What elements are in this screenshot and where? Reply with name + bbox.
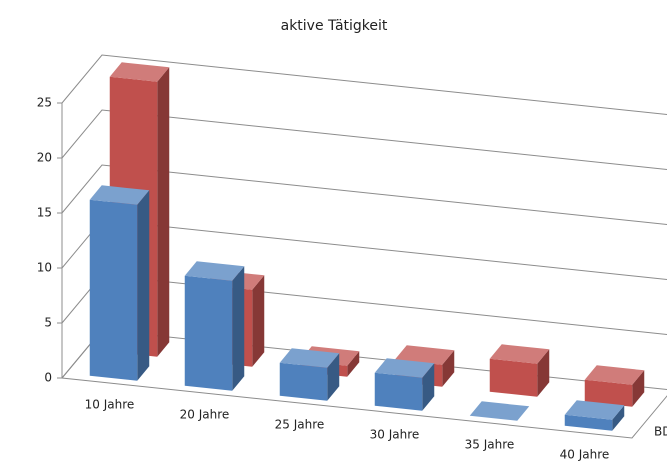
bar-side [137,190,150,381]
bar-front [89,199,138,381]
bar-side [347,351,360,377]
bar-side [442,350,455,387]
grid-line [61,164,667,225]
x-tick-label: 25 Jahre [275,418,325,432]
y-tick-label: 20 [37,151,52,165]
bar-side [422,363,435,411]
series-label: BDMV [654,425,667,439]
bar-side [632,370,645,407]
bar-top [89,185,150,205]
bar-top [489,344,550,364]
bar-top [564,400,625,420]
x-tick-label: 10 Jahre [85,398,135,412]
bar-top [109,62,170,82]
bar-side [327,353,340,401]
bar [89,185,150,381]
x-tick-label: 35 Jahre [465,438,515,452]
bar-side [232,266,245,391]
y-tick-label: 5 [44,316,52,330]
bar [184,261,245,391]
bar-front [584,379,633,407]
bar-top [394,345,455,365]
chart-title: aktive Tätigkeit [281,18,388,34]
x-tick-label: 20 Jahre [180,408,230,422]
bar [279,348,340,401]
y-tick-label: 0 [44,371,52,385]
y-tick-label: 25 [37,96,52,110]
grid-line [61,109,667,170]
bar [469,401,530,421]
bar [584,365,645,407]
axis-line [61,103,667,439]
bar [374,358,435,411]
bar [489,344,550,397]
bar-front [184,275,233,391]
y-tick-label: 10 [37,261,52,275]
bar-side [157,67,170,357]
bar-top [584,365,645,385]
bar-front [279,362,328,401]
grid-line [61,54,667,115]
bar-front [564,414,613,431]
bar-side [252,275,265,367]
bar-top [279,348,340,368]
bar-side [612,405,625,431]
x-tick-label: 30 Jahre [370,428,420,442]
bar-top [374,358,435,378]
bar-top [184,261,245,281]
y-tick-label: 15 [37,206,52,220]
x-tick-label: 40 Jahre [560,448,610,462]
bar-top [469,401,530,421]
bar [564,400,625,431]
bar-side [537,349,550,397]
bar-front [374,372,423,411]
bar-front [489,358,538,397]
